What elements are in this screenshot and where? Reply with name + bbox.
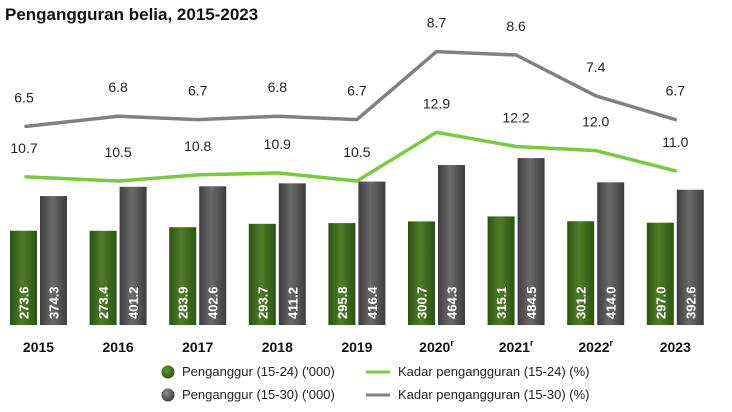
x-tick-label: 2023 xyxy=(660,339,691,355)
bar-value-label: 297.0 xyxy=(653,286,668,319)
bar-15-24-2016 xyxy=(89,230,117,325)
bar-value-label: 301.2 xyxy=(574,286,589,319)
bar-15-24-2023 xyxy=(646,222,674,325)
legend-marker xyxy=(161,388,175,402)
legend-label: Penganggur (15-30) ('000) xyxy=(182,387,335,402)
bar-15-30-2015 xyxy=(40,196,67,325)
bar-15-30-2022 xyxy=(597,182,625,325)
x-tick-label: 2017 xyxy=(182,339,213,355)
bar-value-label: 392.6 xyxy=(683,286,698,319)
line-value-label-15-24: 12.2 xyxy=(502,109,529,125)
bar-15-30-2023 xyxy=(676,189,704,325)
x-tick-label: 2021r xyxy=(499,338,534,355)
bar-15-24-2018 xyxy=(248,223,276,325)
bar-15-30-2020 xyxy=(438,165,465,325)
bar-15-30-2017 xyxy=(199,186,227,325)
x-tick-label: 2020r xyxy=(419,338,454,355)
bar-15-24-2015 xyxy=(10,230,37,325)
line-value-label-15-24: 10.5 xyxy=(104,144,131,160)
x-tick-label: 2016 xyxy=(103,339,134,355)
x-tick-label: 2022r xyxy=(578,338,613,355)
line-value-label-15-30: 6.7 xyxy=(347,83,367,99)
bar-15-30-2018 xyxy=(278,183,306,325)
bar-value-label: 414.0 xyxy=(604,286,619,319)
bars-group: 273.6 374.3 273.4 401.2 283.9 402.6 293.7 411.2… xyxy=(10,158,704,325)
bar-value-label: 300.7 xyxy=(415,286,430,319)
x-tick-label: 2015 xyxy=(23,339,54,355)
bar-value-label: 295.8 xyxy=(335,286,350,319)
bar-value-label: 416.4 xyxy=(365,286,380,319)
bar-15-24-2019 xyxy=(328,223,356,325)
chart-title: Pengangguran belia, 2015-2023 xyxy=(5,5,258,24)
line-value-label-15-30: 8.6 xyxy=(506,18,526,34)
line-value-label-15-30: 6.5 xyxy=(14,89,34,105)
line-value-label-15-24: 10.5 xyxy=(343,144,370,160)
line-value-label-15-30: 7.4 xyxy=(586,59,606,75)
bar-15-24-2017 xyxy=(169,227,197,325)
bar-15-24-2022 xyxy=(567,221,595,325)
legend-label: Penganggur (15-24) ('000) xyxy=(182,364,335,379)
line-value-label-15-24: 10.8 xyxy=(184,138,211,154)
legend-label: Kadar pengangguran (15-30) (%) xyxy=(398,387,590,402)
line-value-label-15-24: 11.0 xyxy=(662,134,688,150)
legend-label: Kadar pengangguran (15-24) (%) xyxy=(398,364,590,379)
bar-value-label: 374.3 xyxy=(47,286,62,319)
bar-value-label: 402.6 xyxy=(206,286,221,319)
x-tick-label: 2019 xyxy=(341,339,372,355)
bar-value-label: 293.7 xyxy=(255,286,270,319)
legend-marker xyxy=(161,365,175,379)
line-value-label-15-30: 6.8 xyxy=(108,79,128,95)
line-value-label-15-30: 8.7 xyxy=(427,15,447,31)
bar-value-label: 273.4 xyxy=(96,286,111,319)
bar-value-label: 315.1 xyxy=(494,286,509,319)
line-kadar-15-24 xyxy=(24,130,678,183)
bar-15-24-2021 xyxy=(487,216,515,325)
line-value-label-15-24: 10.7 xyxy=(10,140,37,156)
line-value-label-15-30: 6.7 xyxy=(666,83,686,99)
line-value-label-15-24: 10.9 xyxy=(264,136,291,152)
bar-value-label: 464.3 xyxy=(445,286,460,319)
line-kadar-15-30 xyxy=(24,49,678,129)
bar-15-24-2020 xyxy=(408,221,435,325)
x-tick-label: 2018 xyxy=(262,339,293,355)
lines-group: 10.7 10.5 10.8 10.9 10.5 12.9 12.2 12.0 11.0 6.5 6… xyxy=(10,15,689,183)
legend: Penganggur (15-24) ('000) Kadar penganggu… xyxy=(161,364,590,402)
bar-value-label: 484.5 xyxy=(524,286,539,319)
bar-value-label: 273.6 xyxy=(17,286,32,319)
bar-value-label: 283.9 xyxy=(176,286,191,319)
line-value-label-15-24: 12.9 xyxy=(423,95,450,111)
bar-value-label: 411.2 xyxy=(285,287,300,319)
bar-15-30-2019 xyxy=(358,181,386,325)
x-axis: 2015 2016 2017 2018 2019 2020r 2021r 2022r 2023 xyxy=(23,338,691,355)
line-value-label-15-24: 12.0 xyxy=(582,114,609,130)
line-value-label-15-30: 6.7 xyxy=(188,83,208,99)
line-value-label-15-30: 6.8 xyxy=(268,79,288,95)
bar-value-label: 401.2 xyxy=(126,286,141,319)
bar-15-30-2016 xyxy=(119,186,147,325)
bar-15-30-2021 xyxy=(517,158,545,325)
